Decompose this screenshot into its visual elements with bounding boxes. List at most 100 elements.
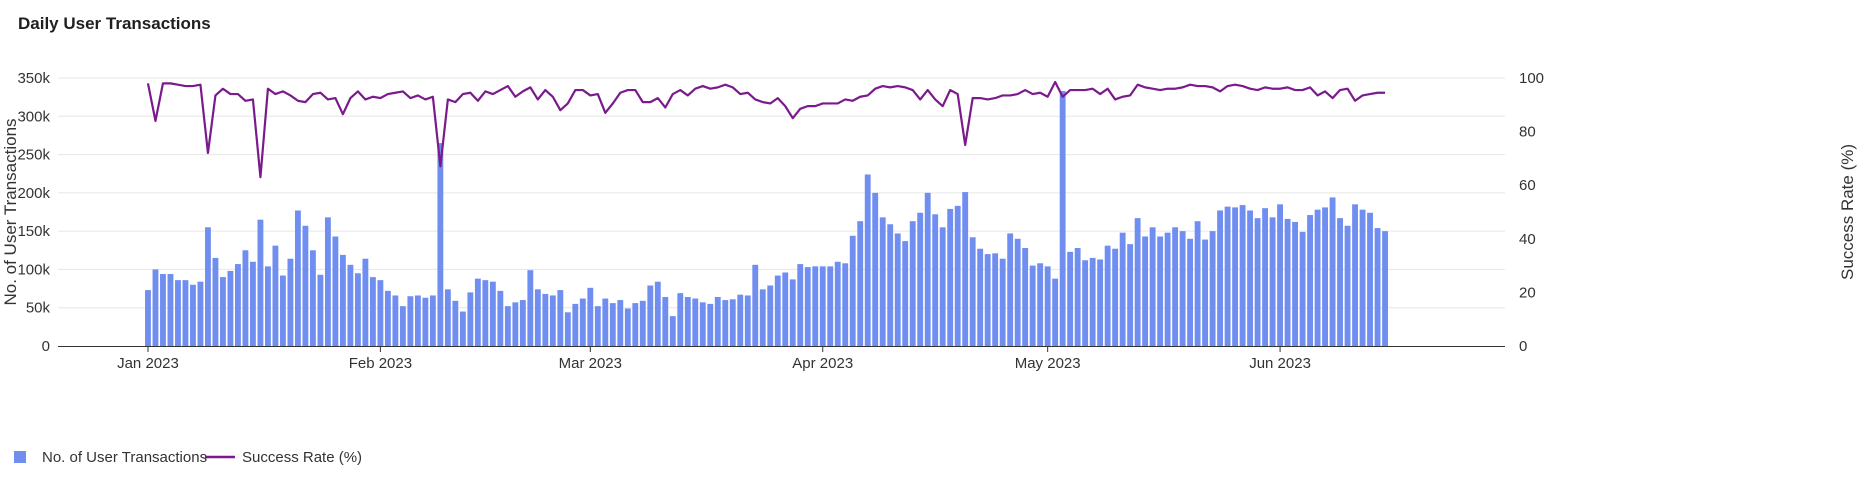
bar xyxy=(894,233,901,346)
bar xyxy=(1382,231,1388,346)
bar xyxy=(1067,251,1074,346)
bar xyxy=(1299,231,1306,346)
success-rate-line xyxy=(146,80,1386,179)
bar xyxy=(797,264,804,346)
bar xyxy=(864,174,871,346)
bar xyxy=(399,306,406,346)
bar xyxy=(459,311,466,346)
bar xyxy=(1374,228,1381,346)
x-tick-label: May 2023 xyxy=(1015,355,1081,372)
bar xyxy=(774,275,781,346)
bar xyxy=(339,254,346,346)
bar xyxy=(572,303,579,346)
bar xyxy=(924,192,931,346)
bar xyxy=(369,277,376,346)
bar xyxy=(1007,233,1014,346)
bar xyxy=(737,294,744,346)
bar xyxy=(819,266,826,346)
y2-tick-label: 0 xyxy=(1519,338,1527,355)
bar xyxy=(190,284,196,346)
bar xyxy=(744,295,751,346)
bar xyxy=(1352,204,1358,346)
bar xyxy=(1014,238,1021,346)
bar xyxy=(1367,212,1373,346)
bar xyxy=(834,261,841,346)
bar xyxy=(1157,236,1164,346)
bar xyxy=(160,274,166,346)
bar xyxy=(384,290,391,346)
bar xyxy=(250,261,256,346)
bar xyxy=(624,308,631,346)
bar xyxy=(1224,206,1231,346)
bar xyxy=(1202,239,1209,346)
legend[interactable]: No. of User Transactions Success Rate (%… xyxy=(14,449,362,466)
bar xyxy=(707,303,714,346)
bar xyxy=(257,219,264,346)
y-tick-label: 0 xyxy=(42,338,50,355)
y-axis-title: No. of User Transactions xyxy=(1,118,20,305)
bar xyxy=(932,214,939,346)
bar xyxy=(205,227,211,346)
bar xyxy=(429,295,436,346)
x-tick-label: Jan 2023 xyxy=(117,355,179,372)
y2-tick-label: 60 xyxy=(1519,177,1536,194)
bar xyxy=(939,227,946,346)
bar xyxy=(1337,218,1343,346)
bar xyxy=(220,277,226,346)
y2-tick-label: 80 xyxy=(1519,124,1536,141)
bar xyxy=(549,295,556,346)
legend-line-label: Success Rate (%) xyxy=(242,449,362,466)
bar xyxy=(662,296,669,346)
y-tick-label: 250k xyxy=(17,147,50,164)
bar xyxy=(407,296,414,346)
bar xyxy=(609,303,616,346)
bar xyxy=(527,270,534,346)
bar xyxy=(145,290,151,346)
bar xyxy=(639,300,646,346)
y2-tick-label: 20 xyxy=(1519,284,1536,301)
y2-axis-ticks: 0 20 40 60 80 100 xyxy=(1519,70,1544,355)
y2-tick-label: 100 xyxy=(1519,70,1544,87)
bar xyxy=(579,298,586,346)
bar xyxy=(1322,207,1328,346)
bar xyxy=(1172,227,1179,346)
bar xyxy=(857,221,864,346)
bar xyxy=(1134,218,1141,346)
bar xyxy=(1344,225,1351,346)
bar xyxy=(452,300,459,346)
bar xyxy=(534,289,541,346)
bar xyxy=(1247,210,1254,346)
bar xyxy=(767,285,774,346)
bar xyxy=(235,264,241,346)
bar xyxy=(1059,91,1066,347)
bar xyxy=(1074,247,1081,346)
bar xyxy=(197,281,204,346)
x-tick-label: Jun 2023 xyxy=(1249,355,1311,372)
bar xyxy=(287,258,294,346)
bar xyxy=(879,217,886,346)
y-tick-label: 50k xyxy=(26,300,51,317)
bar xyxy=(714,296,721,346)
bar xyxy=(152,269,159,346)
y-tick-label: 150k xyxy=(17,223,50,240)
bar xyxy=(684,296,691,346)
bar xyxy=(617,300,624,346)
bar xyxy=(699,302,706,346)
bar xyxy=(669,316,676,346)
bar xyxy=(1292,221,1298,346)
bar xyxy=(1142,236,1149,346)
bar xyxy=(782,272,789,346)
bar xyxy=(909,221,916,346)
bar xyxy=(902,241,909,346)
bar xyxy=(557,290,564,346)
bar xyxy=(414,295,421,346)
bar xyxy=(1277,204,1283,346)
bar xyxy=(602,298,609,346)
bar xyxy=(1314,209,1321,346)
bar xyxy=(489,281,496,346)
line-series xyxy=(146,80,1386,179)
bar xyxy=(1359,209,1366,346)
bar xyxy=(437,143,444,346)
y-tick-label: 300k xyxy=(17,108,50,125)
bar xyxy=(519,300,526,346)
